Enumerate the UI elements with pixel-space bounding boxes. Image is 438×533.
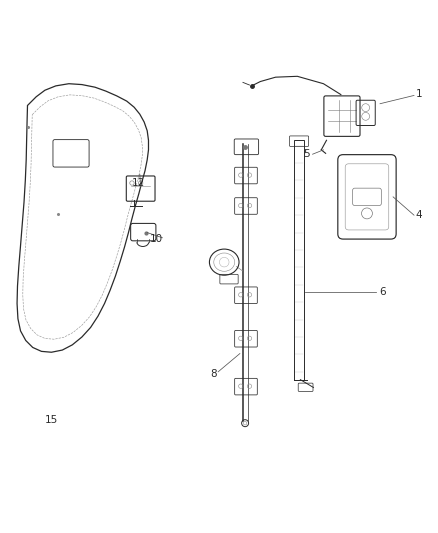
Text: 10: 10 (150, 234, 163, 244)
Text: 4: 4 (416, 210, 423, 220)
Text: 1: 1 (416, 88, 423, 99)
Text: 8: 8 (211, 369, 217, 379)
Bar (294, 140, 304, 379)
Text: 12: 12 (131, 178, 145, 188)
Text: 6: 6 (379, 287, 385, 297)
Text: 15: 15 (45, 415, 58, 425)
Text: 5: 5 (303, 149, 309, 159)
